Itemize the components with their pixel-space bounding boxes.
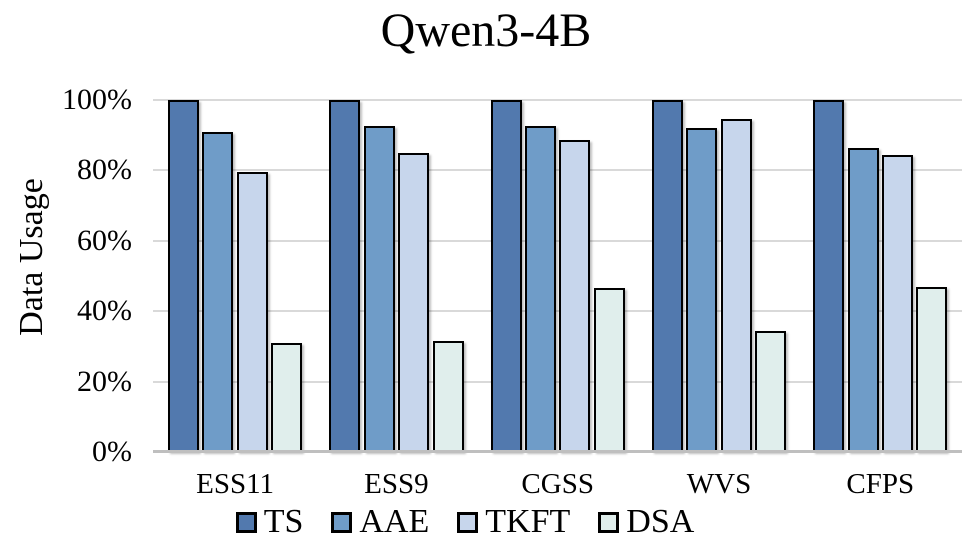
legend-label-ts: TS bbox=[263, 503, 304, 540]
bar-cgss-tkft bbox=[559, 140, 591, 452]
legend-item-aae: AAE bbox=[331, 503, 429, 541]
y-tick-label-60%: 60% bbox=[77, 223, 132, 257]
chart-title: Qwen3-4B bbox=[380, 4, 592, 57]
bar-cgss-ts bbox=[490, 100, 522, 452]
legend-label-aae: AAE bbox=[359, 503, 430, 540]
legend-item-tkft: TKFT bbox=[457, 503, 570, 541]
x-axis-label-ess11: ESS11 bbox=[196, 468, 275, 500]
x-axis-labels: ESS11 ESS9 CGSS WVS CFPS bbox=[0, 466, 977, 504]
x-axis-label-cgss: CGSS bbox=[521, 468, 594, 500]
bar-cfps-aae bbox=[847, 147, 879, 452]
bar-ess11-dsa bbox=[271, 342, 303, 452]
bar-ess9-ts bbox=[329, 100, 361, 452]
x-axis-label-wvs: WVS bbox=[686, 468, 752, 500]
bar-cgss-dsa bbox=[593, 288, 625, 452]
gridline-60% bbox=[153, 239, 962, 242]
legend-label-tkft: TKFT bbox=[485, 503, 571, 540]
bar-ess11-aae bbox=[202, 131, 234, 452]
bar-wvs-aae bbox=[686, 128, 718, 452]
legend-item-dsa: DSA bbox=[598, 503, 694, 541]
y-tick-label-20%: 20% bbox=[77, 364, 132, 398]
bar-ess9-aae bbox=[363, 126, 395, 452]
bar-cfps-dsa bbox=[916, 286, 948, 452]
x-axis-label-ess9: ESS9 bbox=[364, 468, 429, 500]
bar-ess9-tkft bbox=[398, 152, 430, 452]
gridline-40% bbox=[153, 310, 962, 313]
y-tick-labels: 100% 80% 60% 40% 20% 0% bbox=[0, 83, 132, 468]
bar-ess11-tkft bbox=[236, 172, 268, 452]
legend-swatch-ts-icon bbox=[235, 511, 257, 533]
x-axis-label-cfps: CFPS bbox=[846, 468, 915, 500]
y-tick-label-80%: 80% bbox=[77, 153, 132, 187]
bar-cgss-aae bbox=[525, 126, 556, 452]
legend-label-dsa: DSA bbox=[626, 503, 695, 540]
plot-area bbox=[153, 99, 962, 453]
bar-wvs-tkft bbox=[720, 119, 752, 452]
gridline-20% bbox=[153, 380, 962, 383]
x-axis-line bbox=[153, 450, 962, 453]
legend-swatch-aae-icon bbox=[331, 511, 353, 533]
y-tick-label-40%: 40% bbox=[77, 294, 132, 328]
bar-cfps-tkft bbox=[882, 154, 913, 452]
gridline-80% bbox=[153, 169, 962, 172]
legend-swatch-dsa-icon bbox=[598, 511, 620, 533]
legend-item-ts: TS bbox=[235, 503, 304, 541]
bar-ess9-dsa bbox=[432, 341, 464, 452]
legend-swatch-tkft-icon bbox=[457, 511, 479, 533]
bar-wvs-dsa bbox=[755, 330, 787, 452]
legend: TS AAE TKFT DSA bbox=[0, 503, 930, 541]
bar-ess11-ts bbox=[168, 100, 199, 452]
bar-wvs-ts bbox=[651, 100, 683, 452]
bar-cfps-ts bbox=[813, 100, 845, 452]
y-tick-label-100%: 100% bbox=[62, 83, 132, 116]
gridline-100% bbox=[153, 99, 962, 101]
y-tick-label-0%: 0% bbox=[92, 435, 132, 468]
